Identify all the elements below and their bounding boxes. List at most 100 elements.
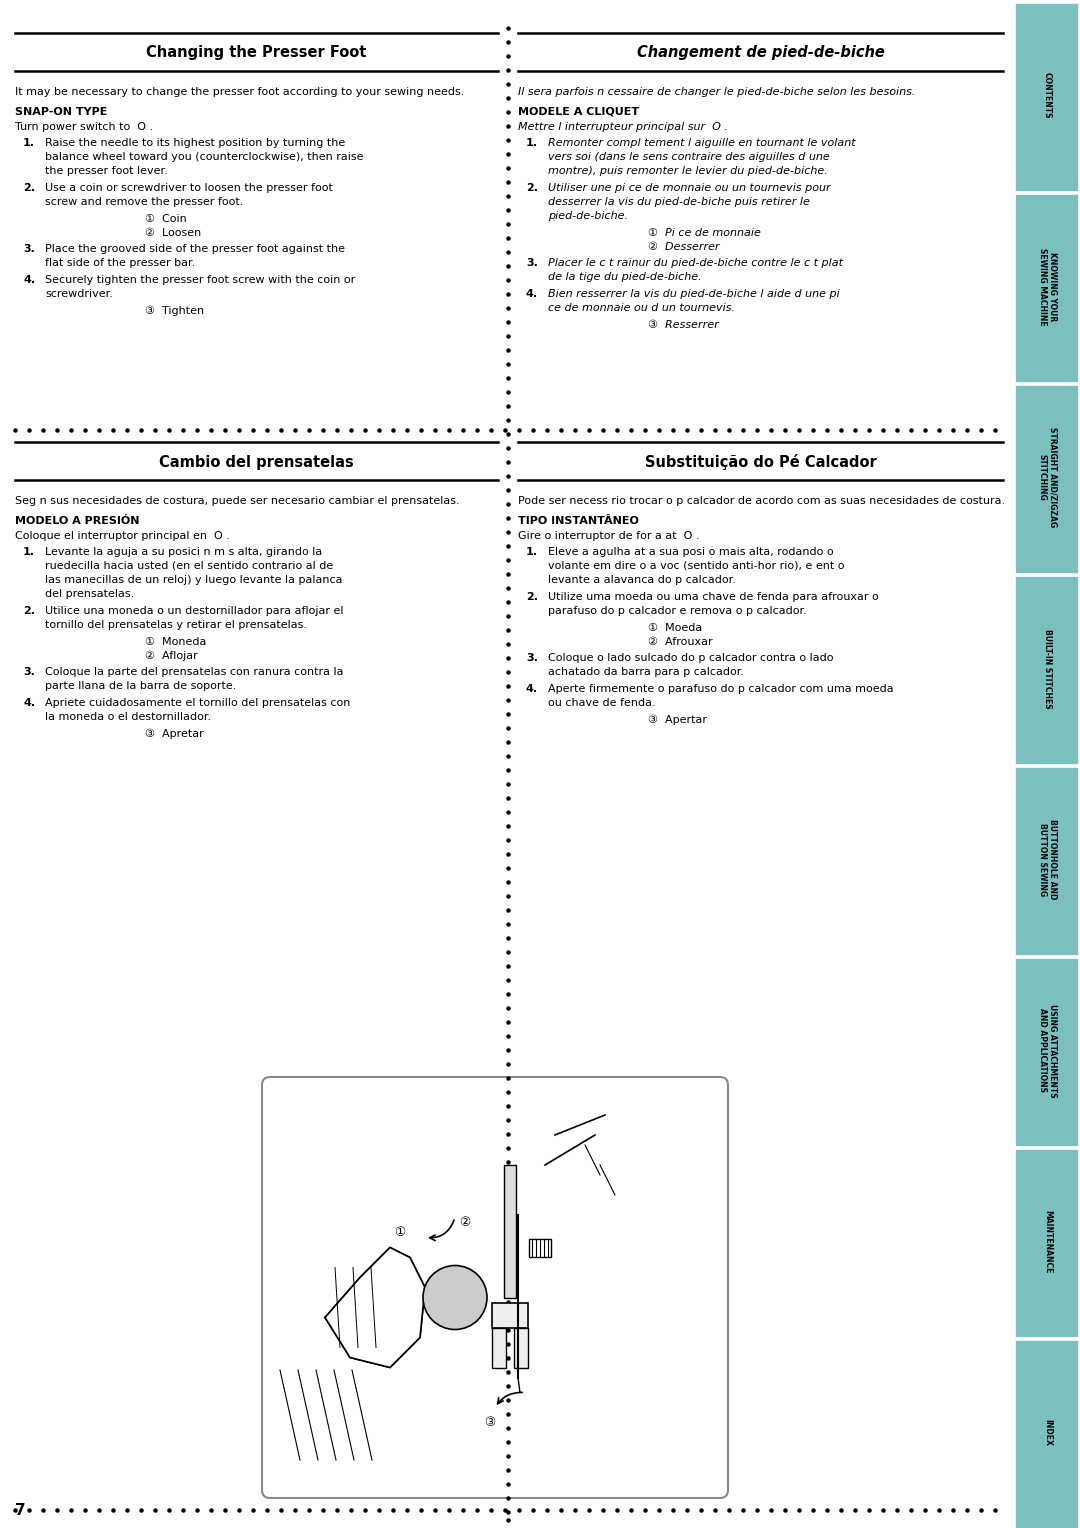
Text: Seg n sus necesidades de costura, puede ser necesario cambiar el prensatelas.: Seg n sus necesidades de costura, puede … (15, 497, 460, 506)
Text: Il sera parfois n cessaire de changer le pied-de-biche selon les besoins.: Il sera parfois n cessaire de changer le… (518, 87, 916, 96)
Text: Aperte firmemente o parafuso do p calcador com uma moeda: Aperte firmemente o parafuso do p calcad… (548, 685, 893, 694)
Text: 4.: 4. (526, 685, 538, 694)
Text: ①  Moneda: ① Moneda (145, 637, 206, 646)
Text: CONTENTS: CONTENTS (1043, 72, 1052, 119)
Text: levante a alavanca do p calcador.: levante a alavanca do p calcador. (548, 575, 735, 585)
Text: montre), puis remonter le levier du pied-de-biche.: montre), puis remonter le levier du pied… (548, 167, 827, 176)
FancyBboxPatch shape (1015, 194, 1078, 382)
Text: 1.: 1. (23, 547, 35, 558)
Text: 4.: 4. (526, 289, 538, 299)
FancyBboxPatch shape (1015, 576, 1078, 764)
Text: Raise the needle to its highest position by turning the: Raise the needle to its highest position… (45, 138, 346, 148)
Text: screwdriver.: screwdriver. (45, 289, 113, 299)
Text: las manecillas de un reloj) y luego levante la palanca: las manecillas de un reloj) y luego leva… (45, 575, 342, 585)
Text: Levante la aguja a su posici n m s alta, girando la: Levante la aguja a su posici n m s alta,… (45, 547, 322, 558)
Text: ③  Apretar: ③ Apretar (145, 729, 204, 740)
Text: USING ATTACHMENTS
AND APPLICATIONS: USING ATTACHMENTS AND APPLICATIONS (1038, 1004, 1057, 1097)
Text: BUILT-IN STITCHES: BUILT-IN STITCHES (1043, 628, 1052, 709)
Text: pied-de-biche.: pied-de-biche. (548, 211, 627, 222)
Text: 3.: 3. (23, 244, 35, 254)
Circle shape (423, 1265, 487, 1329)
Text: 3.: 3. (526, 258, 538, 267)
Text: the presser foot lever.: the presser foot lever. (45, 167, 167, 176)
Text: ①  Pi ce de monnaie: ① Pi ce de monnaie (648, 228, 761, 238)
Text: ②  Afrouxar: ② Afrouxar (648, 637, 713, 646)
Text: ③  Apertar: ③ Apertar (648, 715, 707, 726)
Text: parte llana de la barra de soporte.: parte llana de la barra de soporte. (45, 681, 237, 691)
Text: Bien resserrer la vis du pied-de-biche l aide d une pi: Bien resserrer la vis du pied-de-biche l… (548, 289, 840, 299)
Text: Utilice una moneda o un destornillador para aflojar el: Utilice una moneda o un destornillador p… (45, 607, 343, 616)
Text: Changing the Presser Foot: Changing the Presser Foot (146, 46, 367, 61)
FancyBboxPatch shape (1015, 1149, 1078, 1337)
Text: MAINTENANCE: MAINTENANCE (1043, 1210, 1052, 1273)
Text: 1.: 1. (526, 138, 538, 148)
Text: Remonter compl tement l aiguille en tournant le volant: Remonter compl tement l aiguille en tour… (548, 138, 855, 148)
Text: Eleve a agulha at a sua posi o mais alta, rodando o: Eleve a agulha at a sua posi o mais alta… (548, 547, 834, 558)
Text: 4.: 4. (23, 275, 36, 286)
FancyBboxPatch shape (1015, 958, 1078, 1146)
Text: ②  Aflojar: ② Aflojar (145, 651, 198, 662)
Text: MODELE A CLIQUET: MODELE A CLIQUET (518, 107, 639, 118)
Text: 2.: 2. (526, 591, 538, 602)
Text: SNAP-ON TYPE: SNAP-ON TYPE (15, 107, 107, 118)
Text: 3.: 3. (23, 668, 35, 677)
Text: Placer le c t rainur du pied-de-biche contre le c t plat: Placer le c t rainur du pied-de-biche co… (548, 258, 843, 267)
Text: MODELO A PRESIÓN: MODELO A PRESIÓN (15, 516, 139, 526)
Text: ②  Desserrer: ② Desserrer (648, 241, 719, 252)
Text: 3.: 3. (526, 652, 538, 663)
Text: Substituição do Pé Calcador: Substituição do Pé Calcador (645, 454, 876, 471)
Text: Gire o interruptor de for a at  O .: Gire o interruptor de for a at O . (518, 532, 700, 541)
Text: ①: ① (394, 1225, 406, 1239)
Text: 7: 7 (15, 1504, 26, 1517)
Text: ce de monnaie ou d un tournevis.: ce de monnaie ou d un tournevis. (548, 303, 735, 313)
Text: 2.: 2. (23, 183, 35, 193)
Text: Securely tighten the presser foot screw with the coin or: Securely tighten the presser foot screw … (45, 275, 355, 286)
FancyBboxPatch shape (1015, 385, 1078, 573)
Text: de la tige du pied-de-biche.: de la tige du pied-de-biche. (548, 272, 702, 283)
Text: la moneda o el destornillador.: la moneda o el destornillador. (45, 712, 211, 723)
Text: KNOWING YOUR
SEWING MACHINE: KNOWING YOUR SEWING MACHINE (1038, 248, 1057, 325)
Text: achatado da barra para p calcador.: achatado da barra para p calcador. (548, 668, 744, 677)
Polygon shape (325, 1247, 426, 1368)
Text: 2.: 2. (526, 183, 538, 193)
FancyBboxPatch shape (1015, 1340, 1078, 1528)
Text: ③  Resserrer: ③ Resserrer (648, 319, 719, 330)
Text: 4.: 4. (23, 698, 36, 707)
Text: volante em dire o a voc (sentido anti-hor rio), e ent o: volante em dire o a voc (sentido anti-ho… (548, 561, 845, 571)
Text: screw and remove the presser foot.: screw and remove the presser foot. (45, 197, 243, 206)
FancyBboxPatch shape (1015, 3, 1078, 191)
Text: BUTTONHOLE AND
BUTTON SEWING: BUTTONHOLE AND BUTTON SEWING (1038, 819, 1057, 900)
Text: ③  Tighten: ③ Tighten (145, 306, 204, 316)
Text: Turn power switch to  O .: Turn power switch to O . (15, 122, 153, 131)
Text: TIPO INSTANTÂNEO: TIPO INSTANTÂNEO (518, 516, 639, 526)
Text: Mettre l interrupteur principal sur  O .: Mettre l interrupteur principal sur O . (518, 122, 728, 131)
Text: 1.: 1. (23, 138, 35, 148)
Text: ②: ② (459, 1216, 471, 1229)
Text: Use a coin or screwdriver to loosen the presser foot: Use a coin or screwdriver to loosen the … (45, 183, 333, 193)
Text: flat side of the presser bar.: flat side of the presser bar. (45, 258, 195, 267)
Text: Place the grooved side of the presser foot against the: Place the grooved side of the presser fo… (45, 244, 345, 254)
Text: Utilize uma moeda ou uma chave de fenda para afrouxar o: Utilize uma moeda ou uma chave de fenda … (548, 591, 879, 602)
Text: Coloque o lado sulcado do p calcador contra o lado: Coloque o lado sulcado do p calcador con… (548, 652, 834, 663)
Text: desserrer la vis du pied-de-biche puis retirer le: desserrer la vis du pied-de-biche puis r… (548, 197, 810, 206)
Bar (514, 1328, 528, 1368)
Polygon shape (492, 1302, 528, 1328)
Text: ②  Loosen: ② Loosen (145, 228, 201, 238)
Text: It may be necessary to change the presser foot according to your sewing needs.: It may be necessary to change the presse… (15, 87, 464, 96)
Bar (529, 1239, 551, 1256)
FancyBboxPatch shape (1015, 767, 1078, 955)
Text: Apriete cuidadosamente el tornillo del prensatelas con: Apriete cuidadosamente el tornillo del p… (45, 698, 350, 707)
Text: ③: ③ (484, 1416, 496, 1429)
Text: Pode ser necess rio trocar o p calcador de acordo com as suas necesidades de cos: Pode ser necess rio trocar o p calcador … (518, 497, 1005, 506)
Text: Coloque la parte del prensatelas con ranura contra la: Coloque la parte del prensatelas con ran… (45, 668, 343, 677)
Text: STRAIGHT AND/ZIGZAG
STITCHING: STRAIGHT AND/ZIGZAG STITCHING (1038, 428, 1057, 527)
Text: Coloque el interruptor principal en  O .: Coloque el interruptor principal en O . (15, 532, 230, 541)
Text: ①  Moeda: ① Moeda (648, 623, 702, 633)
Text: balance wheel toward you (counterclockwise), then raise: balance wheel toward you (counterclockwi… (45, 151, 364, 162)
Text: 1.: 1. (526, 547, 538, 558)
Text: Utiliser une pi ce de monnaie ou un tournevis pour: Utiliser une pi ce de monnaie ou un tour… (548, 183, 831, 193)
Text: 2.: 2. (23, 607, 35, 616)
Text: ruedecilla hacia usted (en el sentido contrario al de: ruedecilla hacia usted (en el sentido co… (45, 561, 334, 571)
Bar (492, 1328, 507, 1368)
Text: del prensatelas.: del prensatelas. (45, 588, 134, 599)
